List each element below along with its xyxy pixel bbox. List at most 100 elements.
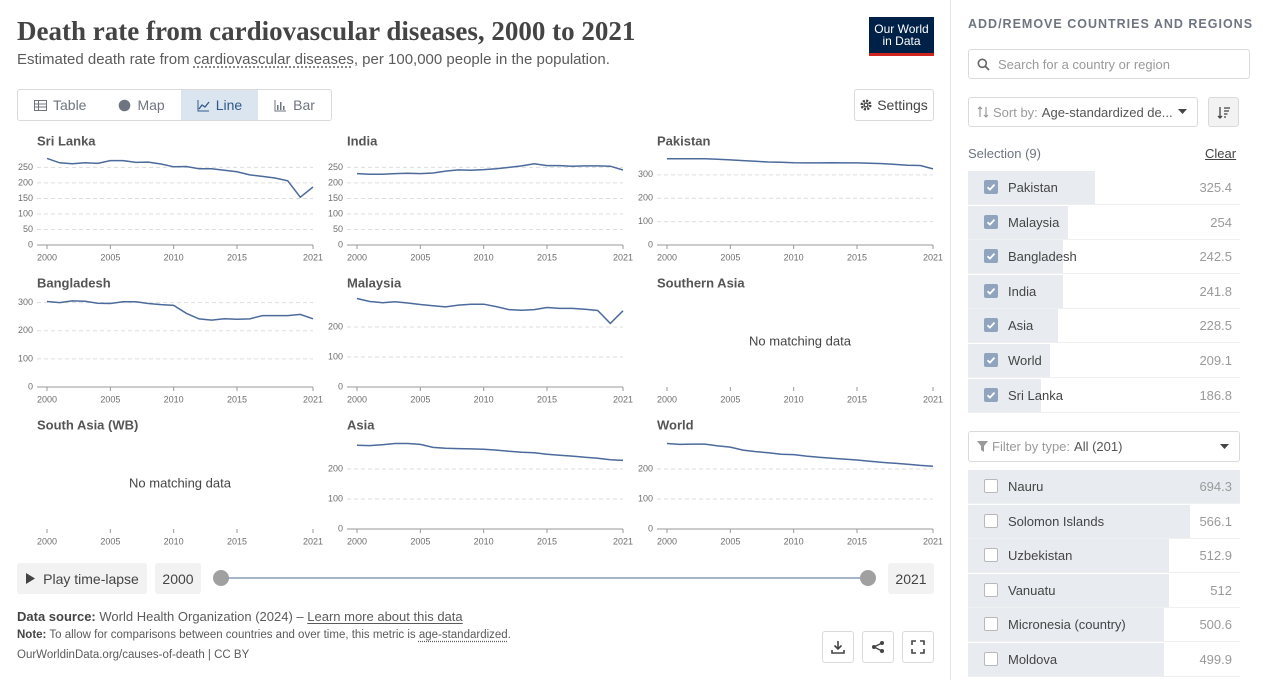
icon (871, 640, 885, 654)
x-tick-label: 2015 (847, 394, 867, 404)
checkbox[interactable] (984, 479, 998, 493)
x-tick-label: 2021 (613, 394, 633, 404)
checkbox[interactable] (984, 284, 998, 298)
chart-title: India (347, 133, 378, 148)
x-tick-label: 2021 (303, 394, 323, 404)
subtitle-link[interactable]: cardiovascular diseases (194, 51, 354, 68)
entity-name: Uzbekistan (1008, 548, 1072, 563)
timeline-track[interactable] (221, 577, 868, 579)
entity-row[interactable]: Uzbekistan 512.9 (968, 539, 1240, 573)
filter-dropdown[interactable]: Filter by type: All (201) (968, 431, 1240, 462)
checkbox[interactable] (984, 548, 998, 562)
link[interactable]: age-standardized (419, 629, 508, 641)
x-tick-label: 2021 (923, 394, 943, 404)
x-tick-label: 2010 (474, 252, 494, 262)
entity-name: Vanuatu (1008, 583, 1055, 598)
chart-title: Pakistan (657, 133, 711, 148)
entity-value: 694.3 (1199, 479, 1232, 494)
x-tick-label: 2000 (347, 252, 367, 262)
x-tick-label: 2000 (347, 394, 367, 404)
entity-row[interactable]: Bangladesh 242.5 (968, 240, 1240, 274)
checkbox[interactable] (984, 215, 998, 229)
text: World Health Organization (2024) – (99, 609, 307, 624)
checkbox[interactable] (984, 388, 998, 402)
entity-row[interactable]: World 209.1 (968, 344, 1240, 378)
checkbox[interactable] (984, 180, 998, 194)
tab[interactable]: Table (18, 90, 102, 120)
checkbox[interactable] (984, 652, 998, 666)
y-tick-label: 0 (28, 381, 33, 391)
label: Data source: (17, 609, 96, 624)
chart-title: Southern Asia (657, 275, 745, 290)
entity-name: Moldova (1008, 652, 1057, 667)
checkbox[interactable] (984, 514, 998, 528)
x-tick-label: 2005 (100, 536, 120, 546)
checkbox[interactable] (984, 318, 998, 332)
icon (1220, 444, 1229, 450)
end-year: 2021 (888, 563, 934, 594)
settings-button[interactable]: Settings (854, 89, 934, 121)
tab-bar: Table Map Line Bar (17, 89, 332, 121)
y-tick-label: 0 (28, 239, 33, 249)
entity-row[interactable]: Solomon Islands 566.1 (968, 505, 1240, 539)
line (667, 444, 933, 467)
button-label: Play time-lapse (43, 571, 139, 587)
y-tick-label: 300 (638, 169, 653, 179)
entity-row[interactable]: Vanuatu 512 (968, 574, 1240, 608)
entity-row[interactable]: Asia 228.5 (968, 309, 1240, 343)
share-button[interactable] (862, 631, 894, 663)
checkbox[interactable] (984, 353, 998, 367)
entity-row[interactable]: Nauru 694.3 (968, 470, 1240, 504)
tab[interactable]: Map (102, 90, 180, 120)
y-tick-label: 100 (18, 208, 33, 218)
y-tick-label: 50 (333, 224, 343, 234)
icon (831, 640, 845, 654)
y-tick-label: 200 (638, 463, 653, 473)
fullscreen-button[interactable] (902, 631, 934, 663)
download-button[interactable] (822, 631, 854, 663)
x-tick-label: 2015 (227, 536, 247, 546)
y-tick-label: 200 (638, 193, 653, 203)
entity-row[interactable]: Micronesia (country) 500.6 (968, 608, 1240, 642)
play-button[interactable]: Play time-lapse (17, 563, 147, 594)
checkbox[interactable] (984, 617, 998, 631)
link[interactable]: Learn more about this data (307, 609, 462, 624)
timeline-handle[interactable] (860, 570, 876, 586)
icon (25, 573, 35, 584)
checkbox[interactable] (984, 249, 998, 263)
icon (1178, 109, 1187, 115)
entity-row[interactable]: Pakistan 325.4 (968, 171, 1240, 205)
button-label: Settings (877, 97, 928, 113)
icon (860, 99, 872, 111)
sort-direction-button[interactable] (1208, 97, 1239, 127)
y-tick-label: 250 (18, 162, 33, 172)
entity-row[interactable]: India 241.8 (968, 275, 1240, 309)
icon (977, 58, 990, 71)
entity-row[interactable]: Malaysia 254 (968, 206, 1240, 240)
y-tick-label: 200 (328, 177, 343, 187)
timeline-handle[interactable] (213, 570, 229, 586)
tab[interactable]: Bar (258, 90, 331, 120)
entity-row[interactable]: Moldova 499.9 (968, 643, 1240, 677)
line (357, 444, 623, 461)
entity-name: Solomon Islands (1008, 514, 1104, 529)
checkbox[interactable] (984, 583, 998, 597)
x-tick-label: 2005 (100, 252, 120, 262)
check-icon (985, 389, 997, 401)
icon (197, 99, 210, 112)
x-tick-label: 2015 (227, 252, 247, 262)
entity-row[interactable]: Sri Lanka 186.8 (968, 379, 1240, 413)
tab[interactable]: Line (181, 90, 258, 120)
entity-value: 325.4 (1199, 180, 1232, 195)
title: Death rate from cardiovascular diseases,… (17, 16, 635, 47)
chart-title: Bangladesh (37, 275, 111, 290)
logo[interactable]: Our World in Data (869, 17, 934, 56)
y-tick-label: 0 (338, 523, 343, 533)
search-input[interactable]: Search for a country or region (968, 49, 1250, 79)
sort-dropdown[interactable]: Sort by: Age-standardized de... (968, 97, 1198, 127)
y-tick-label: 200 (18, 325, 33, 335)
x-tick-label: 2015 (537, 252, 557, 262)
clear-button[interactable]: Clear (1205, 146, 1236, 161)
x-tick-label: 2000 (37, 536, 57, 546)
